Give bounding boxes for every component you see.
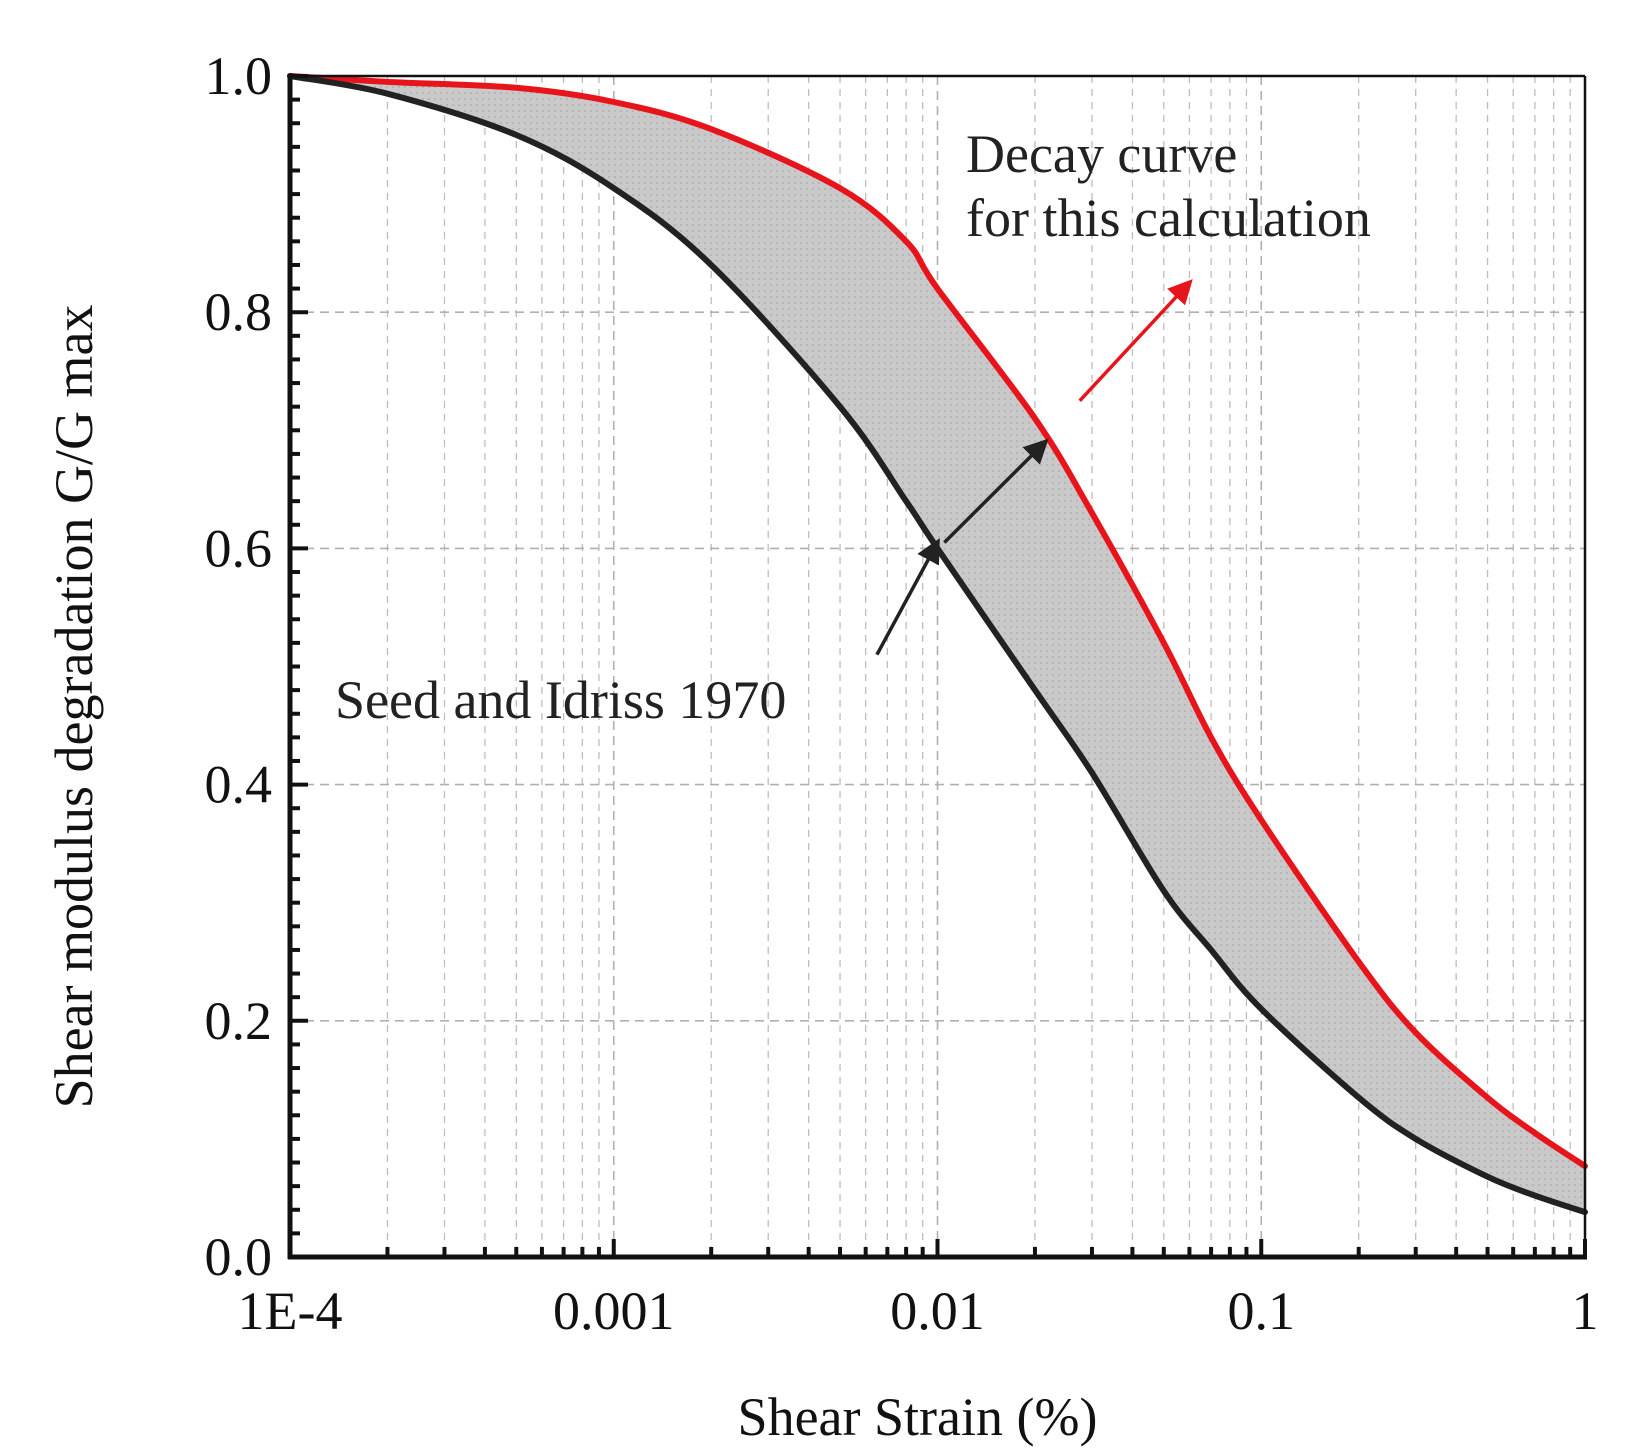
y-tick-label: 0.0 — [205, 1227, 273, 1287]
decay-curve-annotation-line: for this calculation — [966, 188, 1371, 248]
y-tick-label: 0.6 — [205, 518, 273, 578]
y-tick-label: 0.2 — [205, 991, 273, 1051]
x-axis-title: Shear Strain (%) — [738, 1387, 1098, 1447]
y-axis-title: Shear modulus degradation G/G max — [44, 305, 104, 1109]
shaded-band — [290, 76, 1585, 1213]
x-tick-label: 0.01 — [890, 1281, 985, 1341]
seed-idriss-arrow — [943, 438, 1049, 544]
axis-ticks — [288, 74, 1587, 1259]
x-tick-label: 0.1 — [1228, 1281, 1296, 1341]
seed-idriss-annotation: Seed and Idriss 1970 — [335, 670, 786, 730]
x-tick-label: 1E-4 — [238, 1281, 343, 1341]
x-tick-label: 1 — [1572, 1281, 1599, 1341]
decay-curve-annotation-line: Decay curve — [966, 124, 1237, 184]
y-tick-label: 1.0 — [205, 46, 273, 106]
y-tick-label: 0.4 — [205, 755, 273, 815]
decay-curve-line — [287, 73, 1588, 1170]
series-layer — [287, 73, 1588, 1216]
tick-labels: 1E-4 0.001 0.01 0.1 1 0.0 0.2 0.4 0.6 0.8 1.0 — [205, 46, 1599, 1341]
y-tick-label: 0.8 — [205, 282, 273, 342]
seed-idriss-arrow — [875, 538, 940, 656]
shaded-band-layer — [290, 76, 1585, 1213]
seed-idriss-line — [287, 73, 1588, 1216]
decay-curve-arrow — [1078, 279, 1193, 402]
x-tick-label: 0.001 — [553, 1281, 675, 1341]
